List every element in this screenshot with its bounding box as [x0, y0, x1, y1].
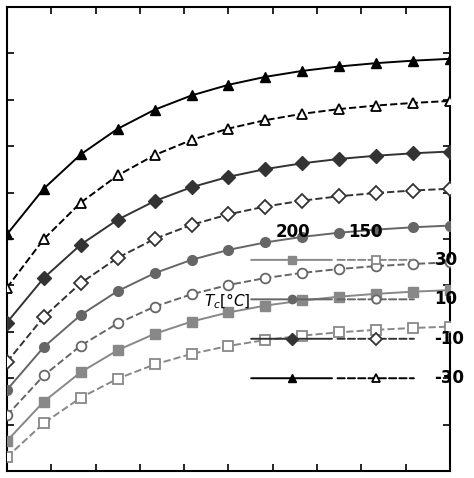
- Text: 10: 10: [434, 290, 457, 308]
- Text: 200: 200: [275, 223, 310, 241]
- Text: 150: 150: [348, 223, 383, 241]
- Text: -10: -10: [434, 330, 465, 348]
- Text: 30: 30: [434, 251, 457, 269]
- Text: -30: -30: [434, 369, 465, 387]
- Text: $T_c[°C]$: $T_c[°C]$: [204, 292, 251, 311]
